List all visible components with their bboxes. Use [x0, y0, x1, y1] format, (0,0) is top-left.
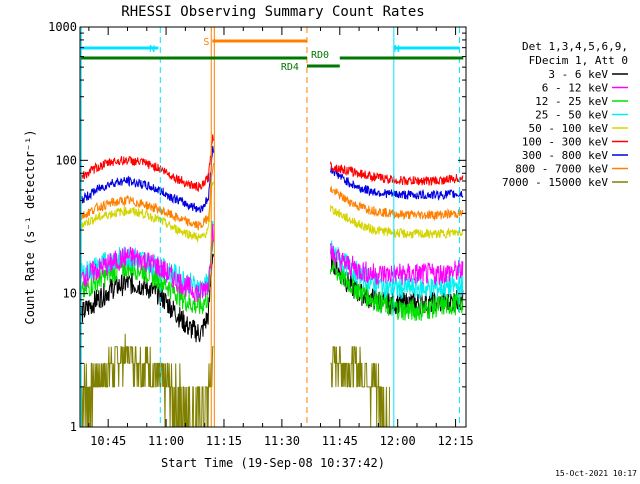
x-tick-label: 11:00: [148, 434, 184, 448]
series-line: [80, 224, 464, 302]
series-line: [80, 134, 464, 192]
footer-date: 15-Oct-2021 10:17: [555, 469, 637, 478]
x-tick-label: 10:45: [90, 434, 126, 448]
legend-label: 7000 - 15000 keV: [502, 176, 608, 189]
x-tick-label: 12:00: [380, 434, 416, 448]
legend-label: 800 - 7000 keV: [515, 163, 608, 176]
annotation-label: RD0: [311, 50, 329, 61]
series-line: [80, 181, 464, 243]
y-axis-label: Count Rate (s⁻¹ detector⁻¹): [23, 129, 37, 324]
legend-header: Det 1,3,4,5,6,9,: [522, 40, 628, 53]
x-axis-label: Start Time (19-Sep-08 10:37:42): [161, 456, 385, 470]
legend-label: 100 - 300 keV: [522, 136, 608, 149]
annotation-label: N: [394, 44, 400, 55]
y-tick-label: 10: [63, 287, 77, 301]
legend-label: 6 - 12 keV: [542, 82, 609, 95]
chart-title: RHESSI Observing Summary Count Rates: [121, 4, 424, 20]
plot-frame: [79, 26, 467, 428]
series-line: [80, 145, 464, 213]
annotation-label: N: [149, 44, 155, 55]
x-tick-label: 11:45: [322, 434, 358, 448]
y-tick-label: 100: [55, 153, 77, 167]
y-tick-label: 1000: [48, 20, 77, 34]
series-line: [80, 163, 464, 231]
y-tick-label: 1: [70, 420, 77, 434]
legend-header: FDecim 1, Att 0: [529, 54, 628, 67]
legend-label: 50 - 100 keV: [529, 122, 609, 135]
annotation-label: RD4: [281, 62, 299, 73]
legend-label: 12 - 25 keV: [535, 95, 608, 108]
x-tick-label: 11:30: [264, 434, 300, 448]
annotation-label: S: [203, 37, 209, 48]
legend-label: 25 - 50 keV: [535, 109, 608, 122]
legend-label: 300 - 800 keV: [522, 149, 608, 162]
legend-label: 3 - 6 keV: [548, 68, 608, 81]
x-tick-label: 12:15: [438, 434, 474, 448]
x-tick-label: 11:15: [206, 434, 242, 448]
series-line: [80, 238, 464, 321]
